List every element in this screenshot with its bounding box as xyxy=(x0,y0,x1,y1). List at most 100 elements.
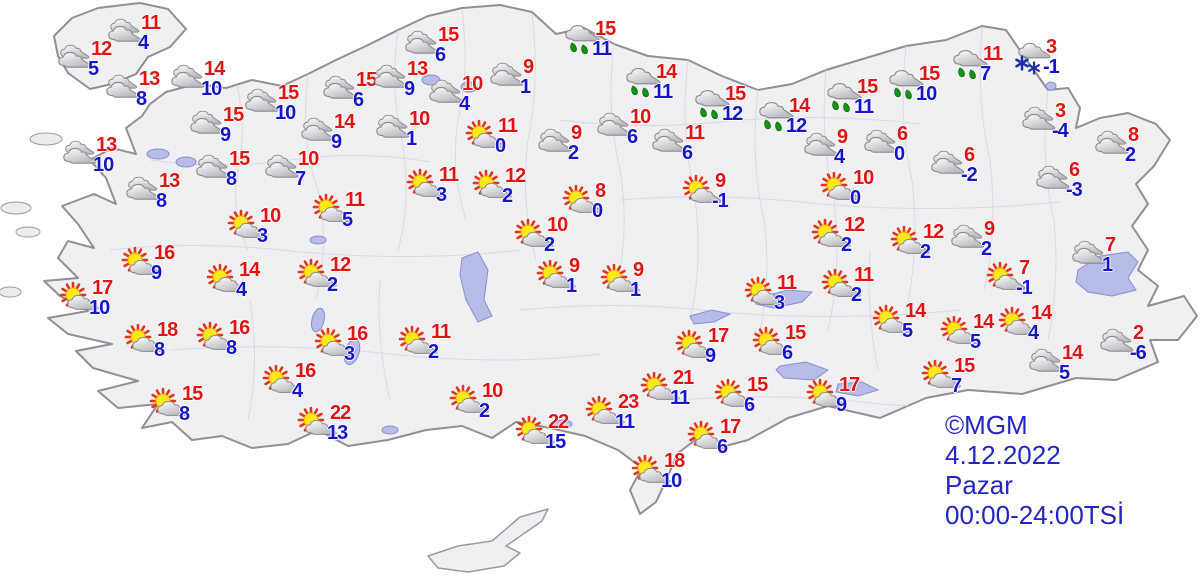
low-temp: 2 xyxy=(981,238,992,260)
low-temp: 6 xyxy=(744,394,755,416)
weather-station: 12 5 xyxy=(58,39,138,90)
high-temp: 15 xyxy=(223,104,244,126)
low-temp: 8 xyxy=(226,168,237,190)
low-temp: 5 xyxy=(88,58,99,80)
weather-station: 15 6 xyxy=(323,70,403,121)
sun-cloud-icon xyxy=(398,325,446,370)
low-temp: -1 xyxy=(712,190,729,212)
sun-cloud-icon xyxy=(472,169,520,214)
low-temp: 13 xyxy=(327,422,348,444)
weather-station: 14 12 xyxy=(756,95,836,147)
weather-station: 15 12 xyxy=(692,84,772,135)
low-temp: 3 xyxy=(344,343,355,365)
low-temp: 2 xyxy=(502,185,513,207)
rain-cloud-icon xyxy=(692,87,740,132)
low-temp: 9 xyxy=(836,394,847,416)
low-temp: 4 xyxy=(834,146,845,168)
high-temp: 17 xyxy=(720,416,741,438)
high-temp: 10 xyxy=(482,380,503,402)
low-temp: 8 xyxy=(156,190,167,212)
weather-station: 9 -1 xyxy=(682,171,762,222)
weather-station: 15 10 xyxy=(886,64,966,115)
weather-station: 10 6 xyxy=(597,107,677,158)
high-temp: 10 xyxy=(547,214,568,236)
weather-station: 6 -3 xyxy=(1036,160,1116,211)
sun-cloud-icon xyxy=(297,406,345,451)
high-temp: 8 xyxy=(1128,124,1139,146)
sun-cloud-icon xyxy=(449,384,497,429)
high-temp: 13 xyxy=(407,58,428,80)
low-temp: 7 xyxy=(980,63,991,85)
cloud-icon xyxy=(196,152,244,197)
cloud-icon xyxy=(106,72,154,117)
snow-cloud-icon xyxy=(1013,40,1061,85)
high-temp: 14 xyxy=(789,95,810,117)
low-temp: 0 xyxy=(894,143,905,165)
sun-cloud-icon xyxy=(820,171,868,216)
cloud-icon xyxy=(652,126,700,171)
low-temp: 9 xyxy=(331,131,342,153)
high-temp: 14 xyxy=(1031,302,1052,324)
cloud-icon xyxy=(245,86,293,131)
sun-cloud-icon xyxy=(872,304,920,349)
rain-cloud-icon xyxy=(824,80,872,125)
low-temp: 11 xyxy=(653,81,673,103)
weather-station: 14 11 xyxy=(623,62,703,113)
high-temp: 17 xyxy=(839,374,860,396)
low-temp: 3 xyxy=(257,225,268,247)
low-temp: 2 xyxy=(327,274,338,296)
high-temp: 12 xyxy=(505,165,526,187)
low-temp: 2 xyxy=(544,234,555,256)
cloud-icon xyxy=(538,126,586,171)
sun-cloud-icon xyxy=(314,327,362,372)
high-temp: 17 xyxy=(708,325,729,347)
low-temp: 9 xyxy=(404,78,415,100)
low-temp: 1 xyxy=(1102,254,1113,276)
weather-station: 13 9 xyxy=(374,58,454,110)
low-temp: 6 xyxy=(717,436,728,458)
credit-period: 00:00-24:00TSİ xyxy=(945,500,1125,530)
weather-station: 3 -1 xyxy=(1013,37,1093,88)
lake-tuz xyxy=(459,251,493,323)
sun-cloud-icon xyxy=(406,168,454,213)
high-temp: 12 xyxy=(923,221,944,243)
credit-day: Pazar xyxy=(945,470,1013,500)
high-temp: 7 xyxy=(1105,234,1116,256)
high-temp: 16 xyxy=(154,242,175,264)
low-temp: 7 xyxy=(951,375,962,397)
low-temp: 10 xyxy=(89,297,110,319)
high-temp: 12 xyxy=(330,254,351,276)
cloud-icon xyxy=(1072,238,1120,283)
sun-cloud-icon xyxy=(940,315,988,360)
low-temp: 3 xyxy=(774,292,785,314)
sun-cloud-icon xyxy=(515,415,563,460)
low-temp: 9 xyxy=(151,262,162,284)
low-temp: 5 xyxy=(1059,362,1070,384)
sun-cloud-icon xyxy=(752,326,800,371)
sun-cloud-icon xyxy=(986,261,1034,306)
low-temp: 0 xyxy=(495,135,506,157)
weather-station: 10 7 xyxy=(265,149,345,200)
cloud-icon xyxy=(58,42,106,87)
weather-station: 11 0 xyxy=(465,116,545,167)
rain-cloud-icon xyxy=(623,65,671,110)
high-temp: 14 xyxy=(334,111,355,133)
weather-station: 18 8 xyxy=(124,320,204,371)
cloud-icon xyxy=(429,77,477,122)
cloud-icon xyxy=(951,222,999,267)
low-temp: 0 xyxy=(850,187,861,209)
cloud-icon xyxy=(171,62,219,107)
low-temp: 2 xyxy=(920,241,931,263)
weather-station: 15 11 xyxy=(562,19,642,70)
cloud-icon xyxy=(265,152,313,197)
weather-station: 16 9 xyxy=(121,242,201,294)
weather-station: 15 8 xyxy=(149,384,229,435)
high-temp: 15 xyxy=(785,322,806,344)
weather-station: 15 10 xyxy=(245,83,325,134)
high-temp: 6 xyxy=(964,144,975,166)
